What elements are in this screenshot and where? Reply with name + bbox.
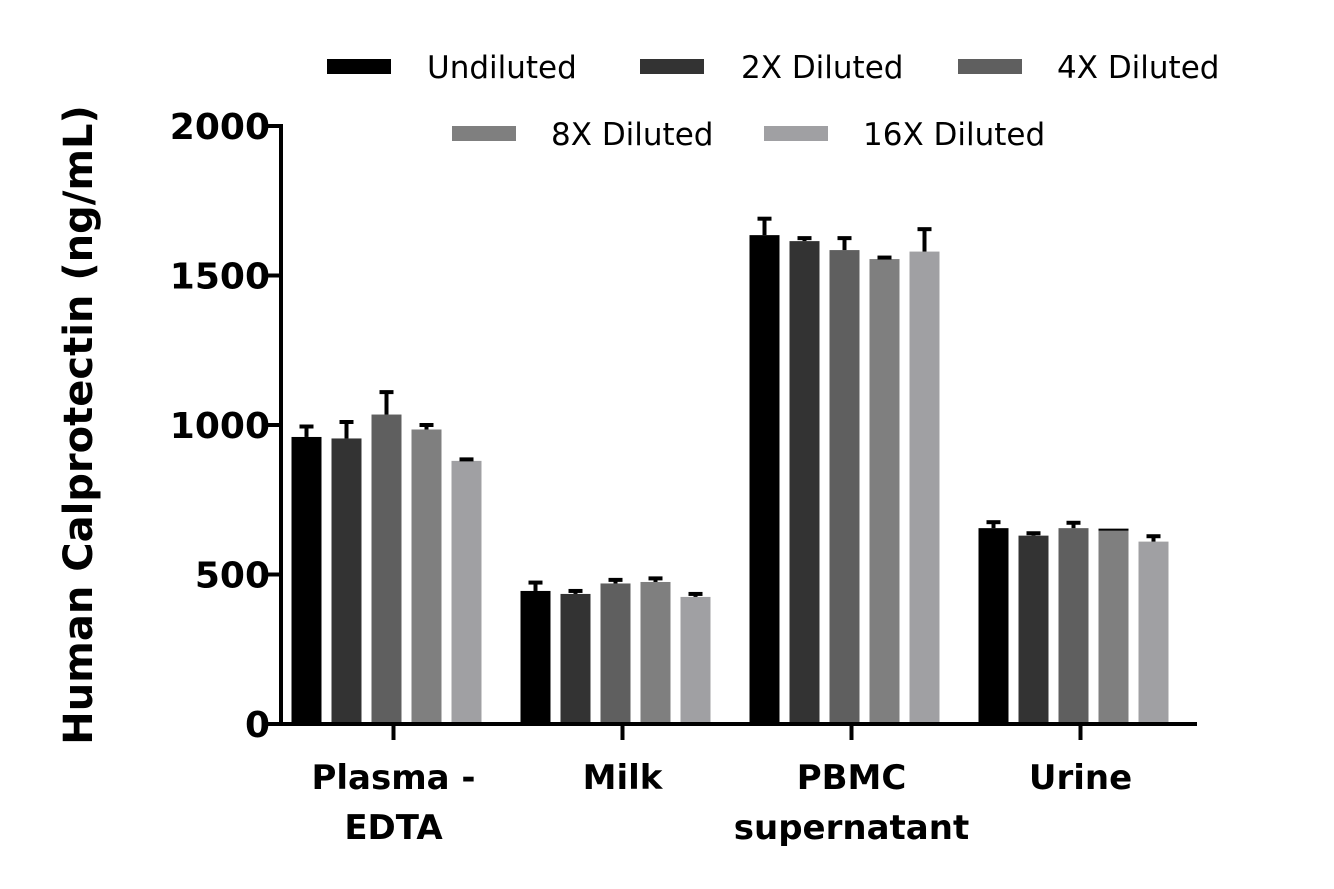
legend-swatch (764, 126, 828, 141)
bar (1018, 535, 1049, 724)
bar (520, 590, 551, 724)
y-tick-label: 1000 (170, 406, 270, 447)
bar (291, 436, 322, 724)
legend-swatch (452, 126, 516, 141)
bar (978, 528, 1009, 724)
legend-label: 4X Diluted (1057, 50, 1219, 86)
bar (331, 438, 362, 724)
bar (909, 251, 940, 724)
x-tick-label: Milk (583, 758, 664, 798)
legend: Undiluted 2X Diluted 4X Diluted 8X Diluted 1… (327, 50, 1219, 153)
bar (829, 250, 860, 724)
x-tick-label: supernatant (734, 808, 969, 848)
bar (411, 429, 442, 724)
bar (869, 259, 900, 724)
bar (451, 460, 482, 724)
x-tick-label: Urine (1029, 758, 1132, 798)
bar (560, 593, 591, 724)
y-tick-label: 0 (245, 705, 270, 746)
bar (680, 596, 711, 724)
legend-label: Undiluted (427, 50, 577, 86)
bar (600, 583, 631, 724)
y-axis-label-group: Human Calprotectin (ng/mL) (56, 105, 102, 745)
legend-swatch (327, 59, 391, 74)
x-tick-label: Plasma - (311, 758, 475, 798)
x-tick-label: EDTA (344, 808, 443, 848)
axes: 0 500 1000 1500 2000 Plasma - EDTA Milk PBMC supe… (170, 107, 1197, 848)
y-tick-label: 1500 (170, 257, 270, 298)
legend-swatch (958, 59, 1022, 74)
legend-swatch (640, 59, 704, 74)
y-tick-label: 500 (195, 556, 270, 597)
y-axis-label: Human Calprotectin (ng/mL) (56, 105, 102, 745)
y-tick-label: 2000 (170, 107, 270, 148)
legend-label: 8X Diluted (551, 117, 713, 153)
bar (640, 581, 671, 724)
bar (789, 241, 820, 725)
bars (291, 216, 1169, 725)
x-tick-label: PBMC (797, 758, 907, 798)
legend-label: 2X Diluted (741, 50, 903, 86)
bar (1058, 528, 1089, 724)
bar (371, 414, 402, 724)
bar (1098, 529, 1129, 724)
legend-label: 16X Diluted (863, 117, 1045, 153)
bar (749, 235, 780, 724)
bar (1138, 541, 1169, 724)
